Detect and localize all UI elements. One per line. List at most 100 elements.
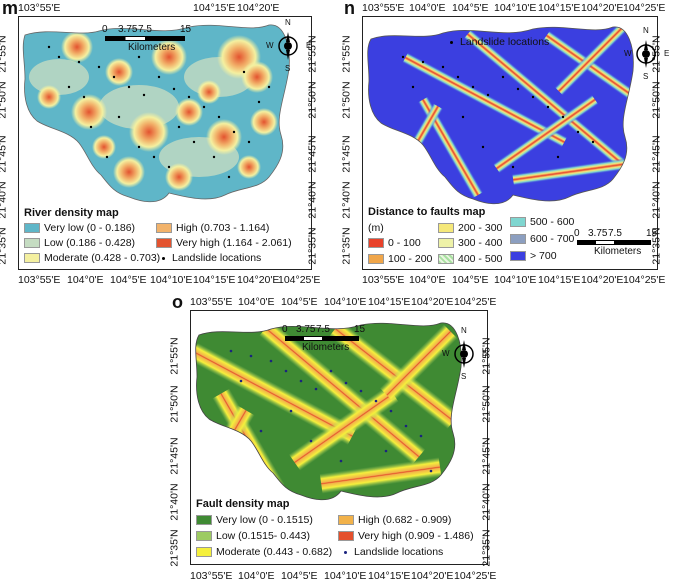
distance-to-faults-map	[367, 26, 634, 205]
legend-item: Landslide locations	[156, 252, 261, 264]
scale-tick: 15	[646, 228, 658, 239]
landslide-points	[47, 45, 271, 179]
compass-n: N	[643, 26, 649, 35]
scale-tick: 7.5	[316, 324, 330, 335]
legend-swatch	[338, 531, 354, 542]
map-frame	[362, 16, 658, 270]
scale-unit: Kilometers	[302, 342, 350, 353]
scale-tick: 15	[180, 24, 192, 35]
x-tick: 103°55'E	[18, 274, 61, 286]
legend-item: Moderate (0.428 - 0.703)	[24, 252, 160, 264]
legend-swatch	[156, 223, 172, 234]
legend-item: Low (0.1515- 0.443)	[196, 530, 310, 542]
map-legend: Distance to faults map (m) 0 - 100 100 -…	[366, 206, 658, 270]
x-tick-top: 104°5'E	[281, 296, 318, 308]
compass-s: S	[461, 372, 467, 381]
scale-tick: 0	[282, 324, 288, 335]
compass-w: W	[266, 41, 274, 50]
north-arrow-icon: N S W E	[442, 326, 487, 381]
legend-swatch	[510, 234, 526, 245]
x-tick-top: 104°10'E	[324, 296, 367, 308]
legend-swatch	[510, 251, 526, 262]
x-tick-top: 104°25'E	[454, 296, 497, 308]
x-tick: 104°20'E	[237, 274, 280, 286]
panel-label: m	[2, 0, 19, 18]
legend-item: > 700	[510, 250, 557, 262]
scale-unit: Kilometers	[128, 42, 176, 53]
legend-item: Low (0.186 - 0.428)	[24, 237, 135, 249]
x-tick-top: 104°5'E	[452, 2, 489, 14]
y-tick: 21°55'N	[0, 35, 9, 73]
legend-swatch	[438, 223, 454, 234]
landslide-dot-icon	[450, 40, 453, 44]
x-tick: 104°5'E	[281, 570, 318, 582]
legend-swatch	[196, 515, 212, 526]
scale-tick: 0	[102, 24, 108, 35]
map-legend: Fault density map Very low (0 - 0.1515) …	[194, 498, 486, 562]
river-density-map	[22, 24, 290, 203]
x-tick: 104°5'E	[452, 274, 489, 286]
legend-item: 600 - 700	[510, 233, 574, 245]
legend-item: Very high (1.164 - 2.061)	[156, 237, 292, 249]
x-tick: 104°10'E	[150, 274, 193, 286]
legend-swatch	[24, 253, 40, 264]
x-tick: 104°25'E	[454, 570, 497, 582]
legend-swatch	[156, 238, 172, 249]
x-tick: 104°0'E	[67, 274, 104, 286]
legend-swatch	[438, 254, 454, 265]
y-tick: 21°55'N	[340, 35, 353, 73]
legend-item: Very low (0 - 0.1515)	[196, 514, 313, 526]
scale-tick: 15	[354, 324, 366, 335]
scale-tick: 7.5	[138, 24, 152, 35]
compass-e: E	[664, 49, 670, 58]
legend-title: Distance to faults map	[368, 206, 486, 218]
legend-swatch	[24, 223, 40, 234]
legend-swatch	[196, 531, 212, 542]
top-legend: Landslide locations	[444, 36, 549, 48]
x-tick: 104°0'E	[409, 274, 446, 286]
legend-item: 100 - 200	[368, 253, 432, 265]
y-tick: 21°40'N	[0, 181, 9, 219]
compass-s: S	[285, 64, 291, 73]
map-frame	[190, 310, 488, 565]
x-tick: 104°15'E	[538, 274, 581, 286]
x-tick: 104°10'E	[324, 570, 367, 582]
x-tick: 104°20'E	[581, 274, 624, 286]
legend-swatch	[24, 238, 40, 249]
landslide-points	[229, 349, 433, 473]
scale-bar: 0 3.75 7.5 15 Kilometers	[102, 24, 192, 54]
x-tick: 104°25'E	[278, 274, 321, 286]
y-tick: 21°50'N	[168, 385, 181, 423]
compass-w: W	[624, 49, 632, 58]
legend-item: Very high (0.909 - 1.486)	[338, 530, 474, 542]
x-tick: 103°55'E	[190, 570, 233, 582]
y-tick: 21°50'N	[480, 385, 493, 423]
legend-title: River density map	[24, 207, 119, 219]
legend-swatch	[510, 217, 526, 228]
scale-tick: 3.75	[118, 24, 138, 35]
x-tick-top: 103°55'E	[190, 296, 233, 308]
x-tick-top: 104°25'E	[623, 2, 666, 14]
landslide-dot-icon	[344, 550, 347, 554]
legend-swatch	[338, 515, 354, 526]
x-tick-top: 104°0'E	[409, 2, 446, 14]
y-tick: 21°40'N	[340, 181, 353, 219]
x-tick: 104°20'E	[411, 570, 454, 582]
x-tick-top: 103°55'E	[362, 2, 405, 14]
compass-n: N	[461, 326, 467, 335]
y-tick: 21°45'N	[650, 135, 663, 173]
y-tick: 21°50'N	[0, 81, 9, 119]
map-frame	[18, 16, 312, 270]
x-tick-top: 104°20'E	[411, 296, 454, 308]
north-arrow-icon: N S W E	[266, 18, 311, 73]
x-tick-top: 104°15'E	[538, 2, 581, 14]
scale-tick: 7.5	[608, 228, 622, 239]
x-tick: 104°5'E	[110, 274, 147, 286]
x-tick: 104°25'E	[623, 274, 666, 286]
y-tick: 21°50'N	[650, 81, 663, 119]
map-legend: River density map Very low (0 - 0.186) L…	[22, 207, 312, 267]
legend-item: 300 - 400	[438, 237, 502, 249]
compass-w: W	[442, 349, 450, 358]
legend-swatch	[196, 547, 212, 558]
x-tick: 104°15'E	[193, 274, 236, 286]
